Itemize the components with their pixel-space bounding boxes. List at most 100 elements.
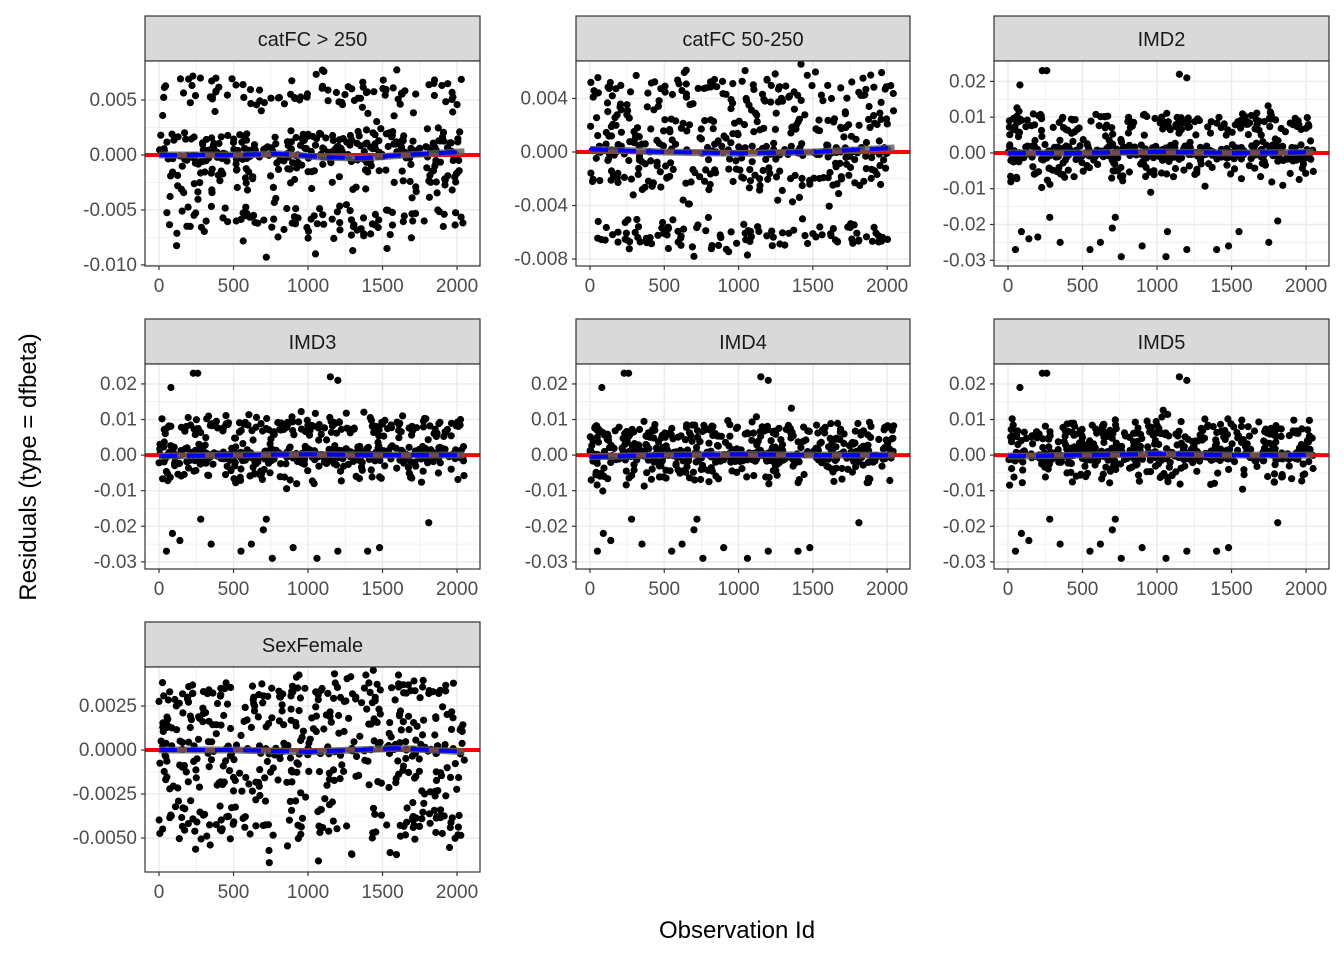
- outlier-point: [593, 547, 601, 555]
- data-point: [795, 193, 804, 201]
- outlier-point: [334, 376, 342, 384]
- data-point: [456, 726, 464, 734]
- data-point: [1099, 470, 1107, 478]
- data-point: [700, 84, 708, 93]
- data-point: [342, 201, 350, 209]
- data-point: [449, 108, 457, 116]
- data-point: [740, 121, 749, 129]
- outlier-point: [699, 554, 707, 562]
- data-point: [1307, 155, 1315, 163]
- data-point: [316, 129, 324, 137]
- data-point: [335, 711, 343, 720]
- strip-background: [575, 15, 911, 62]
- data-point: [252, 822, 260, 830]
- data-point: [217, 133, 225, 141]
- data-point: [280, 225, 288, 234]
- data-point: [709, 125, 717, 133]
- data-point: [338, 101, 347, 109]
- data-point: [287, 127, 295, 135]
- data-point: [1290, 416, 1298, 424]
- data-point: [185, 738, 193, 746]
- data-point: [1174, 432, 1182, 440]
- data-point: [748, 142, 756, 150]
- data-point: [274, 165, 283, 173]
- data-point: [746, 177, 755, 185]
- data-point: [241, 813, 249, 821]
- data-point: [661, 116, 669, 124]
- data-point: [342, 697, 350, 705]
- data-point: [297, 823, 305, 831]
- data-point: [278, 707, 286, 715]
- data-point: [866, 475, 874, 483]
- data-point: [1027, 122, 1036, 130]
- data-point: [430, 806, 438, 814]
- data-point: [643, 103, 651, 111]
- data-point: [867, 174, 875, 182]
- data-point: [379, 76, 387, 84]
- data-point: [159, 825, 167, 833]
- data-point: [1264, 472, 1272, 481]
- data-point: [1093, 457, 1101, 465]
- data-point: [388, 221, 397, 229]
- data-point: [635, 425, 644, 434]
- data-point: [275, 717, 283, 725]
- data-point: [782, 82, 790, 90]
- outlier-point: [764, 547, 772, 555]
- data-point: [625, 245, 633, 253]
- data-point: [180, 189, 188, 197]
- data-point: [693, 426, 702, 434]
- data-point: [745, 184, 754, 192]
- data-point: [1205, 160, 1213, 168]
- data-point: [1134, 471, 1143, 479]
- data-point: [382, 86, 390, 94]
- data-point: [262, 424, 270, 433]
- data-point: [261, 774, 269, 782]
- data-point: [1298, 477, 1306, 485]
- data-point: [1207, 480, 1215, 488]
- outlier-point: [311, 250, 320, 258]
- data-point: [1192, 437, 1200, 445]
- data-point: [838, 475, 846, 483]
- data-point: [205, 763, 213, 771]
- data-point: [348, 850, 356, 859]
- data-point: [331, 442, 339, 450]
- data-point: [851, 156, 859, 164]
- data-point: [159, 719, 167, 727]
- data-point: [775, 83, 784, 91]
- data-point: [1049, 123, 1057, 131]
- data-point: [767, 98, 775, 106]
- data-point: [171, 803, 180, 811]
- data-point: [1056, 136, 1064, 144]
- data-point: [249, 463, 257, 471]
- data-point: [211, 107, 219, 116]
- data-point: [298, 733, 306, 741]
- data-point: [336, 467, 345, 475]
- data-point: [607, 458, 615, 466]
- data-point: [751, 457, 760, 465]
- outlier-point: [168, 529, 177, 538]
- data-point: [320, 424, 329, 432]
- data-point: [1286, 169, 1294, 178]
- data-point: [1247, 155, 1255, 163]
- data-point: [593, 114, 601, 122]
- data-point: [868, 237, 877, 245]
- data-point: [442, 681, 450, 689]
- data-point: [1277, 425, 1285, 433]
- data-point: [1266, 123, 1274, 131]
- data-point: [219, 427, 227, 435]
- data-point: [827, 94, 836, 103]
- data-point: [613, 111, 621, 119]
- data-point: [1008, 465, 1016, 473]
- x-tick-label: 1500: [1210, 276, 1252, 297]
- outlier-point: [1111, 213, 1119, 221]
- data-point: [774, 196, 782, 204]
- data-point: [804, 427, 812, 435]
- data-point: [1065, 143, 1073, 151]
- data-point: [1244, 131, 1252, 139]
- data-point: [196, 179, 204, 187]
- data-point: [293, 164, 301, 172]
- data-point: [275, 687, 283, 695]
- data-point: [324, 689, 332, 698]
